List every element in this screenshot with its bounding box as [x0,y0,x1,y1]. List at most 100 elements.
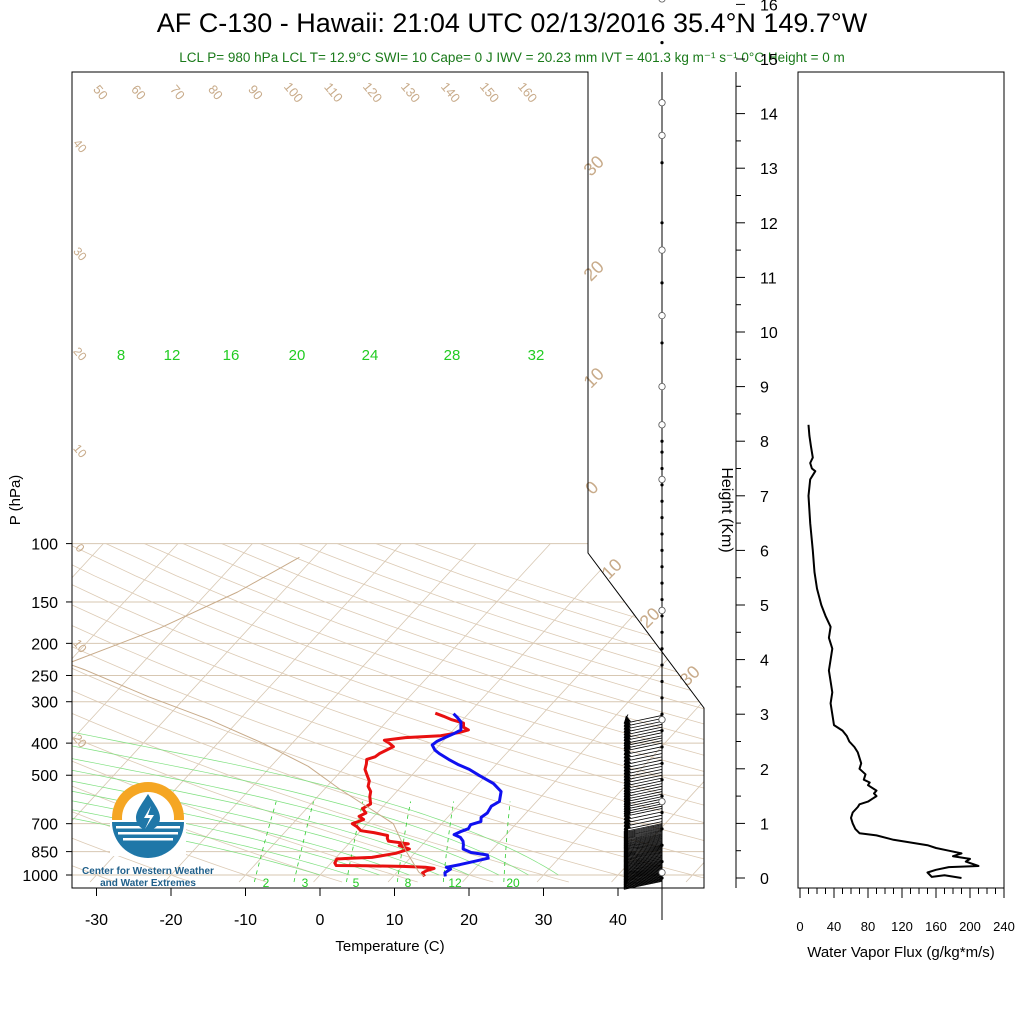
wind-barb [623,723,663,733]
station-dot [660,876,664,880]
station-dot [660,516,664,520]
cw3e-logo [110,782,186,858]
wind-barb [623,831,663,841]
mixing-ratio-label: 8 [405,876,412,890]
wind-barb [623,768,663,778]
station-dot [660,827,664,831]
wind-barb [623,853,663,863]
wind-barb [623,846,663,855]
x-tick-label: 0 [316,912,325,929]
wind-barb [623,876,663,886]
dry-adiabat-line [337,543,704,883]
dry-adiabat-label: 120 [360,79,385,105]
height-tick-label: 3 [760,707,769,724]
wind-barb [623,842,663,852]
isotherm-label: 10 [580,364,608,392]
wind-barb [623,862,663,872]
dry-adiabat-line [72,543,569,883]
wind-barb [623,780,663,790]
dry-adiabat-label: 60 [128,82,149,103]
wind-barb [623,805,663,815]
station-dot [660,860,664,864]
station-dot [660,548,664,553]
wind-barb [623,783,663,793]
isotherm-label: 20 [70,344,90,363]
dry-adiabat-line [72,543,343,883]
station-dot [660,532,664,536]
wind-barb [623,876,663,885]
dry-adiabat-label: 90 [245,82,266,103]
height-tick-label: 2 [760,762,769,779]
wind-barb [623,864,663,874]
x-tick-label: -30 [85,912,108,929]
wind-barb [623,834,663,843]
wind-barb [623,849,663,859]
station-dot [660,614,664,618]
wind-barb [623,873,663,882]
isotherm-line [761,544,1024,882]
station-ring [658,246,666,254]
height-tick-label: 1 [760,816,769,833]
wind-barb [623,746,663,756]
station-dot [660,745,664,749]
wind-barb [623,777,663,787]
moist-adiabat-line [72,643,380,876]
wind-barb [623,836,663,846]
dry-adiabat-line [375,543,704,883]
height-tick-label: 10 [760,325,778,342]
wind-barb [623,788,663,798]
wind-barb [623,880,663,890]
wind-barb [623,726,663,736]
mixing-ratio-label: 2 [263,876,270,890]
wind-barb [623,737,663,747]
wind-barb [623,860,663,870]
station-dot [660,221,664,225]
chart-subtitle: LCL P= 980 hPa LCL T= 12.9°C SWI= 10 Cap… [179,50,845,65]
station-dot [660,450,664,454]
flux-profile-line [807,424,980,879]
dry-adiabat-line [72,543,267,883]
wind-barb [623,808,663,817]
x-tick-label: 40 [609,912,627,929]
wind-barb [623,742,663,752]
wind-barb [623,855,663,865]
isotherm-label: 10 [598,555,626,583]
height-tick-label: 8 [760,434,769,451]
wind-barb [623,850,663,860]
dry-adiabat-line [72,543,704,883]
mixing-ratio-label: 12 [448,876,462,890]
station-dot [660,161,664,165]
isotherm-label: 40 [70,136,90,155]
station-ring [658,131,666,140]
y-tick-label: 850 [31,845,58,862]
x-axis-label: Temperature (C) [335,938,444,955]
dry-adiabat-line [72,543,192,883]
isotherm-line [313,543,626,883]
isotherm-line [72,543,328,883]
wind-barb [623,869,663,879]
mixing-ratio-label: 28 [444,347,461,364]
height-tick-label: 0 [760,871,769,888]
wind-barb [623,756,663,766]
dry-adiabat-line [72,543,494,883]
dry-adiabat-label: 140 [438,79,463,105]
height-tick-label: 14 [760,107,778,124]
height-tick-label: 15 [760,52,778,69]
wind-barb [623,825,663,835]
wind-barb [623,859,663,869]
wind-barb [623,729,663,739]
wind-barb [623,856,663,865]
dry-adiabat-label: 100 [281,79,306,105]
station-dot [660,679,664,684]
mixing-ratio-label: 5 [353,876,360,890]
wind-barb [623,847,663,857]
mixing-ratio-label: 20 [506,876,520,890]
y-tick-label: 500 [31,768,58,785]
wind-barb [623,861,663,870]
logo-caption: Center for Western Weather and Water Ext… [70,866,226,890]
isotherm-label: 30 [580,152,608,180]
wind-barb [623,735,663,745]
mixing-ratio-line [346,801,364,883]
